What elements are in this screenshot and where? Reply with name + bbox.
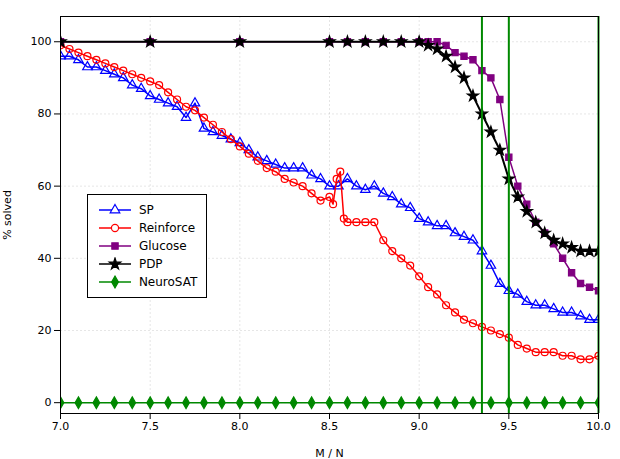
svg-text:8.5: 8.5 bbox=[321, 420, 339, 433]
svg-text:20: 20 bbox=[38, 324, 52, 337]
svg-text:0: 0 bbox=[45, 396, 52, 409]
svg-text:40: 40 bbox=[38, 252, 52, 265]
html-text:PDP: PDP bbox=[138, 257, 163, 272]
svg-text:9.0: 9.0 bbox=[410, 420, 428, 433]
svg-text:9.5: 9.5 bbox=[500, 420, 518, 433]
svg-text:% solved: % solved bbox=[1, 190, 14, 240]
svg-text:10.0: 10.0 bbox=[586, 420, 611, 433]
svg-text:60: 60 bbox=[38, 180, 52, 193]
svg-text:7.0: 7.0 bbox=[52, 420, 70, 433]
svg-text:M / N: M / N bbox=[315, 447, 343, 459]
html-text:NeuroSAT: NeuroSAT bbox=[138, 275, 198, 290]
svg-text:8.0: 8.0 bbox=[231, 420, 249, 433]
svg-text:100: 100 bbox=[31, 35, 52, 48]
svg-text:80: 80 bbox=[38, 107, 52, 120]
svg-text:7.5: 7.5 bbox=[141, 420, 159, 433]
html-text:SP: SP bbox=[138, 203, 154, 218]
html-text:Glucose: Glucose bbox=[138, 239, 187, 254]
html-text:Reinforce: Reinforce bbox=[138, 221, 196, 236]
